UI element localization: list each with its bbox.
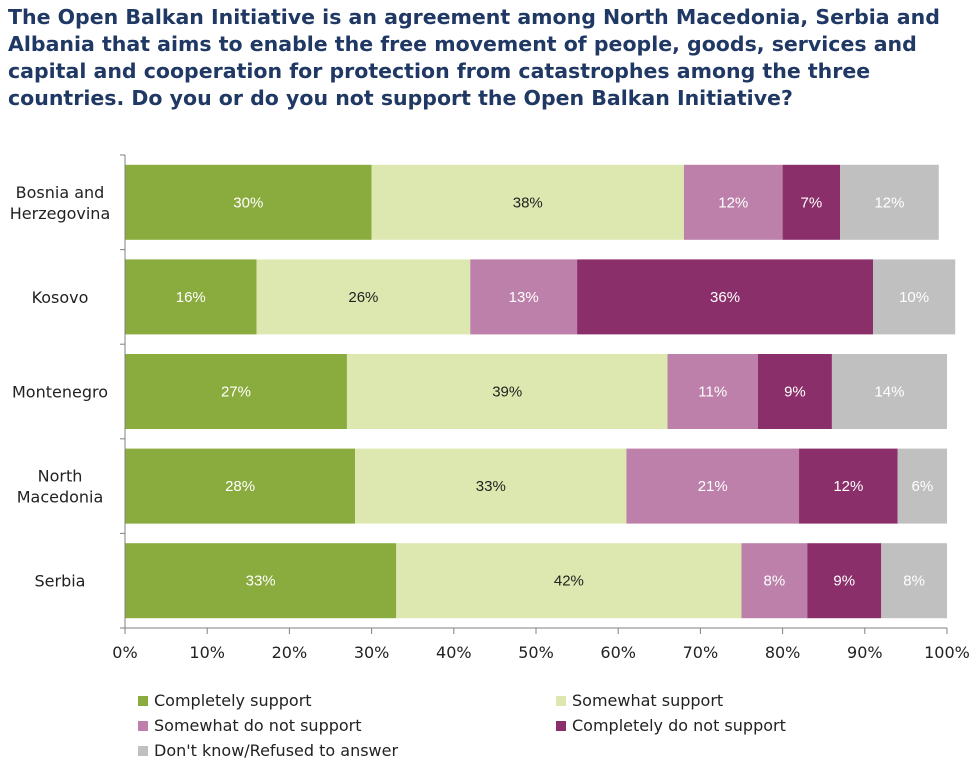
legend-item-somewhat-do-not-support: Somewhat do not support (138, 716, 362, 735)
category-label: Kosovo (32, 288, 89, 307)
x-tick-label: 0% (112, 643, 137, 662)
x-tick-label: 90% (847, 643, 883, 662)
x-tick-label: 30% (354, 643, 390, 662)
data-label: 26% (348, 289, 378, 306)
x-tick-label: 60% (600, 643, 636, 662)
x-tick-label: 70% (683, 643, 719, 662)
legend-label: Somewhat support (572, 691, 724, 710)
legend-item-completely-do-not-support: Completely do not support (556, 716, 786, 735)
category-label: Herzegovina (10, 204, 111, 223)
bar-segment (741, 543, 808, 619)
x-tick-label: 20% (272, 643, 308, 662)
data-label: 8% (903, 573, 925, 590)
bar-segment (125, 543, 397, 619)
data-label: 12% (874, 194, 904, 211)
category-label: Serbia (35, 572, 86, 591)
bar-segment (881, 543, 947, 619)
bar-segment (396, 543, 742, 619)
legend-item-somewhat-support: Somewhat support (556, 691, 723, 710)
category-label: Bosnia and (16, 183, 105, 202)
data-label: 13% (509, 289, 539, 306)
bar-segment (355, 448, 627, 524)
bar-segment (125, 164, 372, 240)
data-label: 38% (513, 194, 543, 211)
data-label: 39% (492, 384, 522, 401)
bar-segment (757, 354, 832, 429)
bar-segment (125, 354, 347, 429)
legend-swatch (138, 695, 148, 706)
bar-segment (125, 448, 356, 524)
legend-swatch (138, 720, 148, 731)
legend-swatch (556, 720, 566, 731)
bar-segment (626, 448, 800, 524)
legend-label: Somewhat do not support (154, 716, 362, 735)
legend-item-dont-know: Don't know/Refused to answer (138, 741, 398, 760)
data-label: 33% (246, 573, 276, 590)
bar-segment (470, 259, 578, 335)
data-label: 16% (176, 289, 206, 306)
x-tick-label: 50% (518, 643, 554, 662)
bar-segment (897, 448, 947, 524)
bar-segment (346, 354, 668, 429)
bar-segment (799, 448, 898, 524)
data-label: 7% (801, 194, 823, 211)
legend-label: Completely support (154, 691, 312, 710)
bar-segment (256, 259, 471, 335)
category-label: North (38, 467, 83, 486)
bar-segment (840, 164, 939, 240)
chart-title: The Open Balkan Initiative is an agreeme… (8, 5, 940, 110)
data-label: 12% (833, 478, 863, 495)
bar-segment (683, 164, 783, 240)
data-label: 6% (911, 478, 933, 495)
data-label: 12% (718, 194, 748, 211)
data-label: 11% (698, 384, 727, 401)
data-label: 27% (221, 384, 251, 401)
bar-segment (807, 543, 882, 619)
bar-segment (873, 259, 956, 335)
data-label: 9% (784, 384, 806, 401)
data-label: 42% (554, 573, 584, 590)
bar-segment (577, 259, 874, 335)
data-label: 14% (874, 384, 904, 401)
bar-segment (782, 164, 841, 240)
data-label: 28% (225, 478, 255, 495)
legend-label: Don't know/Refused to answer (154, 741, 399, 760)
category-label: Montenegro (12, 383, 108, 402)
data-label: 8% (764, 573, 786, 590)
x-tick-label: 80% (765, 643, 801, 662)
data-label: 30% (233, 194, 263, 211)
legend-swatch (138, 745, 148, 756)
bar-segment (371, 164, 684, 240)
x-tick-label: 100% (924, 643, 970, 662)
x-tick-label: 40% (436, 643, 472, 662)
data-label: 33% (476, 478, 506, 495)
data-label: 21% (698, 478, 728, 495)
data-label: 36% (710, 289, 740, 306)
bar-segment (831, 354, 947, 429)
bar-segment (125, 259, 257, 335)
bar-segment (667, 354, 758, 429)
legend-item-completely-support: Completely support (138, 691, 312, 710)
category-label: Macedonia (17, 488, 104, 507)
legend-swatch (556, 695, 566, 706)
legend-label: Completely do not support (572, 716, 786, 735)
data-label: 10% (899, 289, 929, 306)
x-tick-label: 10% (189, 643, 225, 662)
data-label: 9% (833, 573, 855, 590)
